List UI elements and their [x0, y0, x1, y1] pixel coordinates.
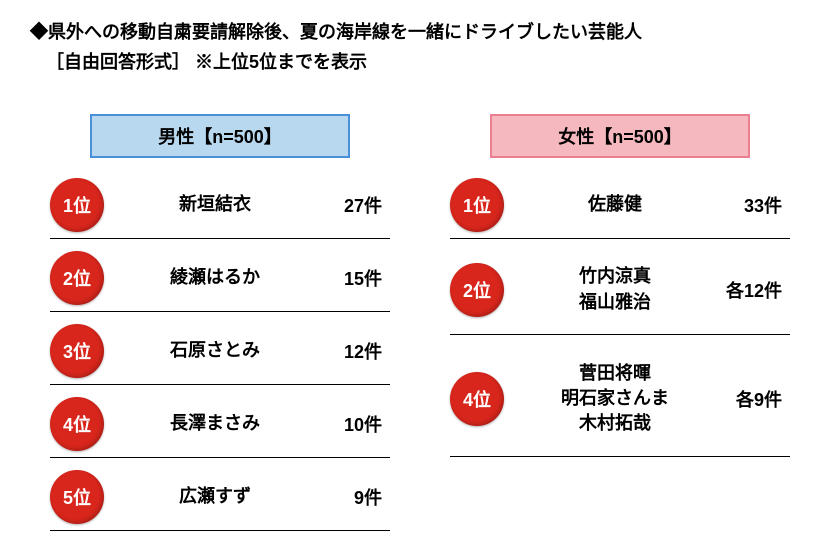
row-count: 9件	[312, 484, 382, 510]
row-names: 菅田将暉明石家さんま木村拓哉	[518, 361, 712, 437]
row-count: 各9件	[712, 386, 782, 412]
row-count: 33件	[712, 192, 782, 218]
rank-badge: 5位	[50, 470, 104, 524]
table-row: 4位長澤まさみ10件	[50, 397, 390, 458]
row-count: 12件	[312, 338, 382, 364]
rank-badge: 2位	[450, 263, 504, 317]
content-area: 男性【n=500】 1位新垣結衣27件2位綾瀬はるか15件3位石原さとみ12件4…	[30, 114, 810, 543]
male-header: 男性【n=500】	[90, 114, 350, 158]
row-names: 石原さとみ	[118, 338, 312, 363]
table-row: 1位新垣結衣27件	[50, 178, 390, 239]
row-count: 15件	[312, 265, 382, 291]
rank-badge: 4位	[50, 397, 104, 451]
rank-badge: 1位	[450, 178, 504, 232]
row-names: 広瀬すず	[118, 484, 312, 509]
row-names: 佐藤健	[518, 192, 712, 217]
row-count: 27件	[312, 192, 382, 218]
row-names: 綾瀬はるか	[118, 265, 312, 290]
row-count: 各12件	[712, 277, 782, 303]
row-names: 長澤まさみ	[118, 411, 312, 436]
table-row: 5位広瀬すず9件	[50, 470, 390, 531]
female-header: 女性【n=500】	[490, 114, 750, 158]
row-names: 竹内涼真福山雅治	[518, 264, 712, 314]
row-names: 新垣結衣	[118, 192, 312, 217]
title-line-1: ◆県外への移動自粛要請解除後、夏の海岸線を一緒にドライブしたい芸能人	[30, 18, 810, 44]
row-count: 10件	[312, 411, 382, 437]
table-row: 1位佐藤健33件	[450, 178, 790, 239]
table-row: 2位綾瀬はるか15件	[50, 251, 390, 312]
rank-badge: 4位	[450, 372, 504, 426]
female-rows: 1位佐藤健33件 2位竹内涼真福山雅治各12件 4位菅田将暉明石家さんま木村拓哉各9…	[450, 178, 790, 469]
rank-badge: 1位	[50, 178, 104, 232]
male-rows: 1位新垣結衣27件 2位綾瀬はるか15件 3位石原さとみ12件 4位長澤まさみ10件 5…	[50, 178, 390, 543]
rank-badge: 3位	[50, 324, 104, 378]
male-column: 男性【n=500】 1位新垣結衣27件 2位綾瀬はるか15件 3位石原さとみ12件 4…	[50, 114, 390, 543]
table-row: 4位菅田将暉明石家さんま木村拓哉各9件	[450, 347, 790, 457]
female-column: 女性【n=500】 1位佐藤健33件 2位竹内涼真福山雅治各12件 4位菅田将暉明石…	[450, 114, 790, 543]
table-row: 2位竹内涼真福山雅治各12件	[450, 251, 790, 335]
table-row: 3位石原さとみ12件	[50, 324, 390, 385]
rank-badge: 2位	[50, 251, 104, 305]
title-line-2: ［自由回答形式］ ※上位5位までを表示	[46, 48, 810, 74]
